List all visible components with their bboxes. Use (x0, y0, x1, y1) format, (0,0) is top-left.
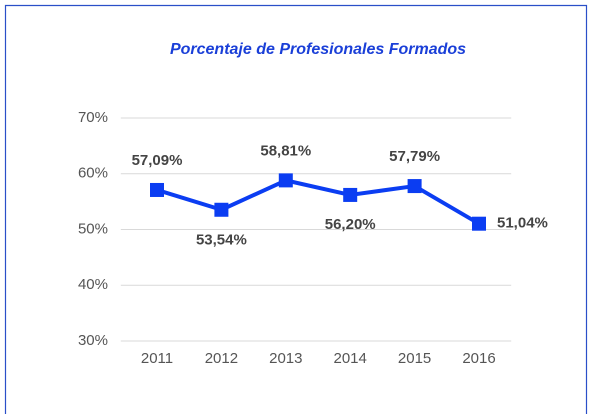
data-label: 56,20% (325, 216, 376, 233)
chart-title: Porcentaje de Profesionales Formados (170, 41, 466, 58)
x-tick-label: 2015 (398, 350, 431, 367)
marker (407, 179, 422, 194)
y-tick-label: 30% (78, 332, 108, 349)
marker (343, 187, 358, 202)
data-label: 51,04% (497, 215, 548, 232)
y-tick-label: 40% (78, 276, 108, 293)
marker (150, 182, 164, 197)
y-tick-label: 50% (78, 220, 108, 237)
data-label: 53,54% (196, 232, 247, 249)
marker (278, 173, 293, 188)
frame (4, 4, 588, 414)
y-tick-label: 60% (78, 165, 108, 182)
data-label: 58,81% (260, 142, 311, 159)
marker (214, 202, 229, 217)
x-tick-label: 2012 (205, 350, 238, 367)
x-tick-label: 2016 (462, 350, 495, 367)
x-tick-label: 2013 (269, 350, 302, 367)
data-label: 57,09% (132, 152, 183, 169)
data-label: 57,79% (389, 148, 440, 165)
y-tick-label: 70% (78, 109, 108, 126)
marker (472, 216, 486, 231)
series-line (156, 178, 481, 226)
x-tick-label: 2011 (141, 350, 173, 367)
x-tick-label: 2014 (334, 350, 367, 367)
